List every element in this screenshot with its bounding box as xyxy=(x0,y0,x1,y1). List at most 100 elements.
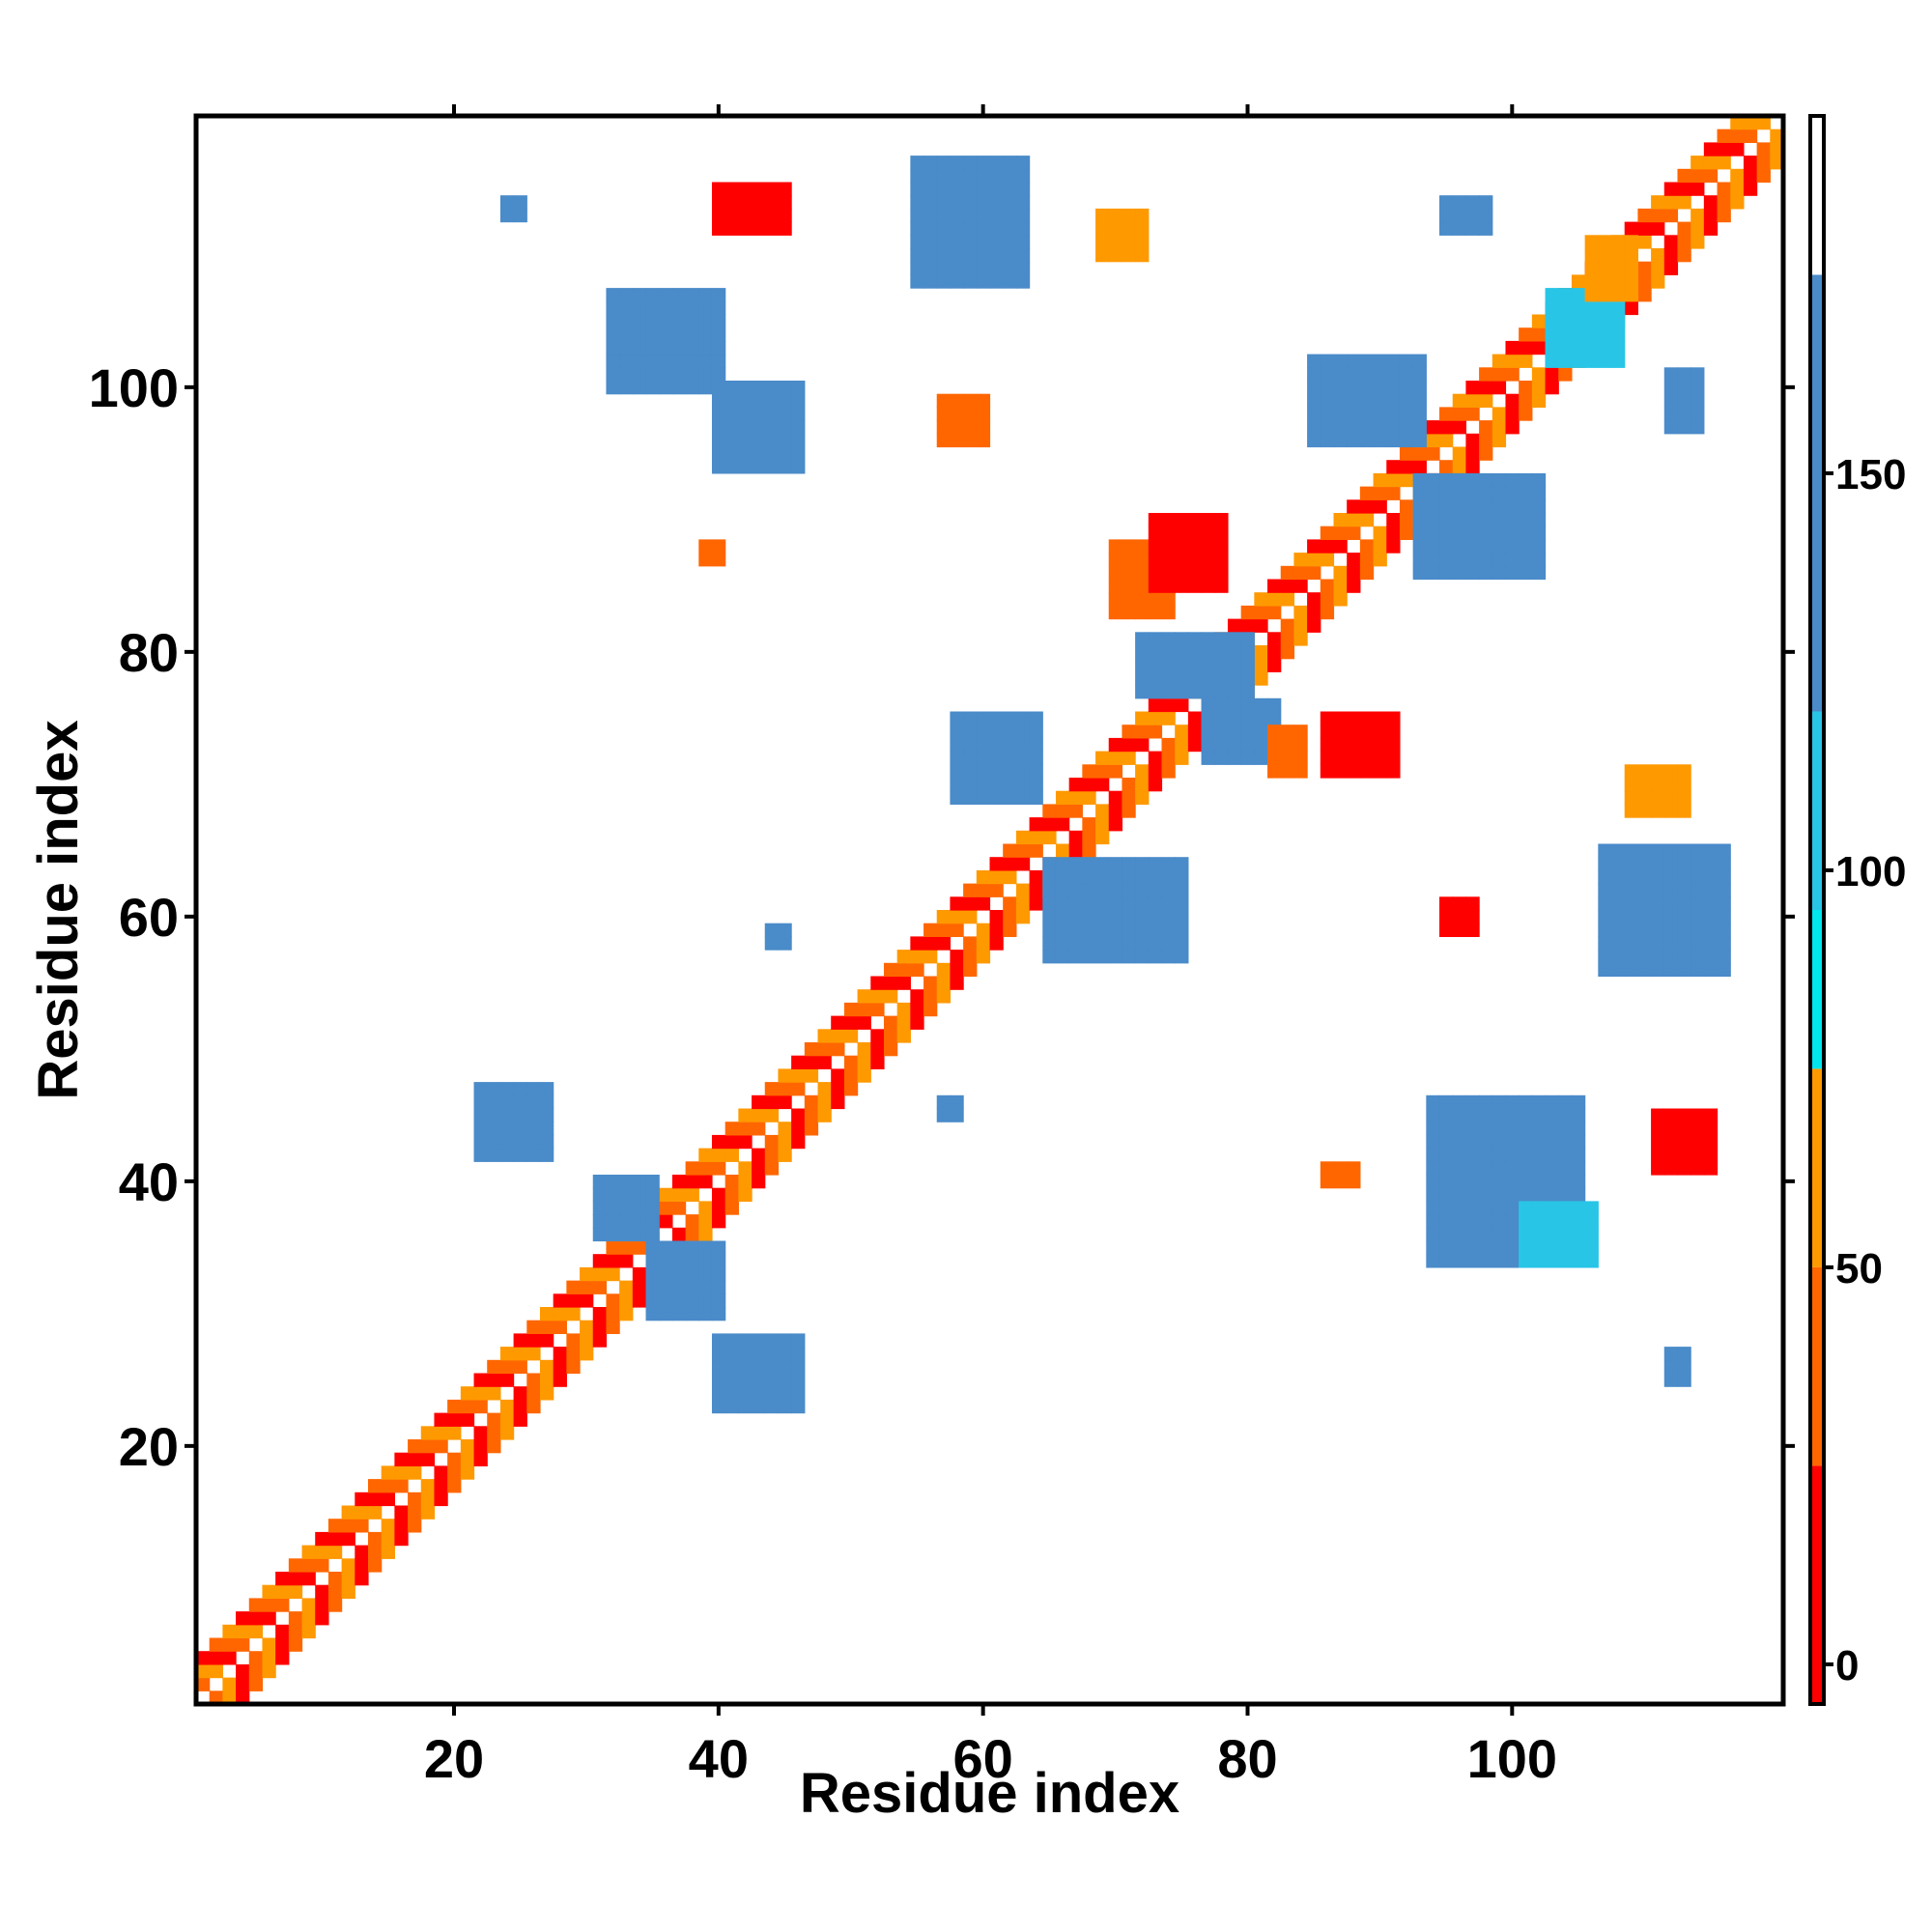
diagonal-cell xyxy=(857,1002,871,1017)
contact-cell xyxy=(473,1122,488,1136)
contact-cell xyxy=(1161,950,1176,964)
diagonal-cell xyxy=(1545,367,1559,382)
diagonal-cell xyxy=(1148,711,1163,725)
contact-cell xyxy=(1201,539,1215,554)
contact-cell xyxy=(1175,857,1189,871)
contact-cell xyxy=(1108,565,1123,581)
contact-cell xyxy=(1148,923,1163,937)
diagonal-cell xyxy=(1492,354,1507,368)
diagonal-cell xyxy=(513,1412,527,1427)
contact-cell xyxy=(950,168,964,184)
diagonal-cell xyxy=(910,950,924,964)
contact-cell xyxy=(1003,261,1017,275)
contact-cell xyxy=(1439,195,1454,210)
diagonal-cell xyxy=(526,1386,541,1401)
contact-cell xyxy=(1426,486,1440,500)
diagonal-cell xyxy=(1452,393,1466,408)
contact-cell xyxy=(513,195,527,210)
contact-cell xyxy=(1015,221,1031,236)
contact-cell xyxy=(752,221,766,236)
diagonal-cell xyxy=(1003,910,1017,924)
contact-cell xyxy=(1161,605,1176,620)
contact-cell xyxy=(1359,751,1375,765)
contact-cell xyxy=(671,1254,687,1268)
contact-cell xyxy=(1068,883,1083,897)
contact-cell xyxy=(1201,711,1215,725)
contact-cell xyxy=(950,407,964,421)
diagonal-cell xyxy=(1042,830,1057,845)
diagonal-cell xyxy=(764,1094,780,1110)
diagonal-cell xyxy=(870,1055,885,1069)
contact-cell xyxy=(1703,857,1719,871)
contact-cell xyxy=(619,1214,634,1229)
contact-cell xyxy=(1677,936,1691,951)
diagonal-cell xyxy=(553,1320,567,1334)
contact-cell xyxy=(1201,632,1215,646)
diagonal-cell xyxy=(1399,472,1414,488)
diagonal-cell xyxy=(248,1598,264,1612)
contact-cell xyxy=(671,354,687,368)
contact-cell xyxy=(1082,923,1096,937)
contact-cell xyxy=(1003,790,1017,805)
contact-cell xyxy=(1465,1214,1480,1229)
contact-cell xyxy=(738,393,753,408)
contact-cell xyxy=(724,221,739,236)
contact-cell xyxy=(778,393,792,408)
contact-cell xyxy=(1663,393,1679,408)
contact-cell xyxy=(1519,1201,1533,1215)
contact-cell xyxy=(1519,526,1533,540)
contact-cell xyxy=(632,314,647,328)
contact-cell xyxy=(1214,711,1229,725)
contact-cell xyxy=(1187,526,1203,540)
diagonal-cell xyxy=(791,1082,806,1096)
contact-cell xyxy=(1426,1227,1440,1242)
contact-cell xyxy=(487,1122,501,1136)
contact-cell xyxy=(1637,790,1652,805)
diagonal-cell xyxy=(936,962,952,978)
contact-cell xyxy=(1584,327,1599,342)
contact-cell xyxy=(698,327,713,342)
diagonal-cell xyxy=(659,1201,673,1215)
contact-cell xyxy=(1095,950,1110,964)
contact-cell xyxy=(724,182,739,196)
diagonal-cell xyxy=(394,1505,409,1520)
contact-cell xyxy=(1452,1201,1466,1215)
contact-cell xyxy=(923,221,938,236)
contact-cell xyxy=(1214,565,1229,581)
contact-cell xyxy=(1663,962,1679,978)
contact-cell xyxy=(1452,486,1466,500)
contact-cell xyxy=(1558,1134,1573,1150)
contact-cell xyxy=(1598,883,1612,897)
contact-cell xyxy=(1161,923,1176,937)
contact-cell xyxy=(1015,168,1031,184)
contact-cell xyxy=(1663,804,1679,818)
diagonal-cell xyxy=(1690,168,1705,184)
contact-cell xyxy=(1359,354,1375,368)
contact-cell xyxy=(1663,790,1679,805)
contact-cell xyxy=(791,381,806,395)
contact-cell xyxy=(1214,526,1229,540)
contact-cell xyxy=(1015,235,1031,249)
diagonal-cell xyxy=(394,1465,409,1480)
diagonal-cell xyxy=(262,1637,276,1652)
diagonal-cell xyxy=(301,1611,316,1626)
contact-cell xyxy=(711,407,726,421)
contact-cell xyxy=(963,711,978,725)
contact-cell xyxy=(711,340,726,355)
contact-cell xyxy=(1373,381,1387,395)
contact-cell xyxy=(1505,1227,1520,1242)
contact-cell xyxy=(989,156,1004,170)
diagonal-cell xyxy=(355,1505,369,1520)
contact-cell xyxy=(791,1373,806,1387)
contact-cell xyxy=(764,407,780,421)
diagonal-cell xyxy=(1175,737,1189,753)
contact-cell xyxy=(724,407,739,421)
contact-cell xyxy=(1122,539,1136,554)
contact-cell xyxy=(764,1399,780,1414)
contact-cell xyxy=(989,790,1004,805)
contact-cell xyxy=(1108,950,1123,964)
contact-cell xyxy=(1465,1134,1480,1150)
contact-cell xyxy=(1558,354,1573,368)
contact-cell xyxy=(1161,857,1176,871)
contact-cell xyxy=(738,1386,753,1401)
